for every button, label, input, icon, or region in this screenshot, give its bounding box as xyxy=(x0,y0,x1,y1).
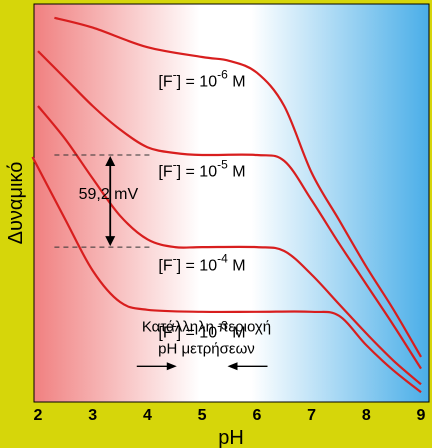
range-arrow-right-head xyxy=(227,362,238,371)
curve-label-part: -6 xyxy=(217,67,228,81)
curve-label-part: - xyxy=(173,158,177,172)
curve-label-2: [F-] = 10-5 M xyxy=(158,158,245,181)
delta-arrow-head-down xyxy=(105,236,116,247)
curves xyxy=(31,16,422,394)
x-tick-label: 3 xyxy=(88,407,97,424)
curve-label-4: [F-] = 10-3 M xyxy=(158,318,245,341)
curve-label-part: ] = 10 xyxy=(177,258,218,275)
x-tick-label: 5 xyxy=(198,407,207,424)
range-line-1: Κατάλληλη περιοχή xyxy=(142,318,271,335)
delta-annotation: 59,2 mV xyxy=(54,154,153,248)
x-tick-label: 4 xyxy=(143,407,152,424)
delta-arrow-head-up xyxy=(105,156,116,166)
curve-label-part: ] = 10 xyxy=(177,164,218,181)
curve-label-part: - xyxy=(173,252,177,266)
curve-label-part: [F xyxy=(158,73,172,90)
x-tick-label: 6 xyxy=(252,407,261,424)
delta-label: 59,2 mV xyxy=(79,186,139,203)
curve-label-part: ] = 10 xyxy=(177,73,218,90)
x-tick-label: 9 xyxy=(417,407,426,424)
series-line-4 xyxy=(31,156,422,394)
curve-label-part: - xyxy=(173,318,177,332)
x-tick-label: 8 xyxy=(362,407,371,424)
series-line-3 xyxy=(37,105,422,386)
curve-label-part: [F xyxy=(158,324,172,341)
curve-label-part: M xyxy=(228,258,246,275)
x-axis-ticks: 2 3 4 5 6 7 8 9 xyxy=(34,407,426,424)
curve-label-part: - xyxy=(173,67,177,81)
curve-label-part: -3 xyxy=(217,318,228,332)
curve-label-part: ] = 10 xyxy=(177,324,218,341)
curve-label-part: M xyxy=(228,324,246,341)
series-line-1 xyxy=(54,16,422,358)
x-tick-label: 2 xyxy=(34,407,43,424)
curve-label-part: -5 xyxy=(217,158,228,172)
curve-label-part: [F xyxy=(158,164,172,181)
curve-label-1: [F-] = 10-6 M xyxy=(158,67,245,90)
series-line-2 xyxy=(37,50,422,370)
x-axis-label: pH xyxy=(218,427,244,448)
curve-labels: [F-] = 10-6 M[F-] = 10-5 M[F-] = 10-4 M[… xyxy=(158,67,245,341)
range-arrow-left-head xyxy=(166,362,177,371)
y-axis-label: Δυναμικό xyxy=(5,162,27,245)
range-annotation: Κατάλληλη περιοχή pH μετρήσεων xyxy=(136,318,271,371)
curve-label-3: [F-] = 10-4 M xyxy=(158,252,245,275)
x-tick-label: 7 xyxy=(307,407,316,424)
curve-label-part: M xyxy=(228,164,246,181)
plot-area xyxy=(33,3,430,403)
curve-label-part: -4 xyxy=(217,252,228,266)
range-line-2: pH μετρήσεων xyxy=(158,341,255,358)
curve-label-part: [F xyxy=(158,258,172,275)
curve-label-part: M xyxy=(228,73,246,90)
